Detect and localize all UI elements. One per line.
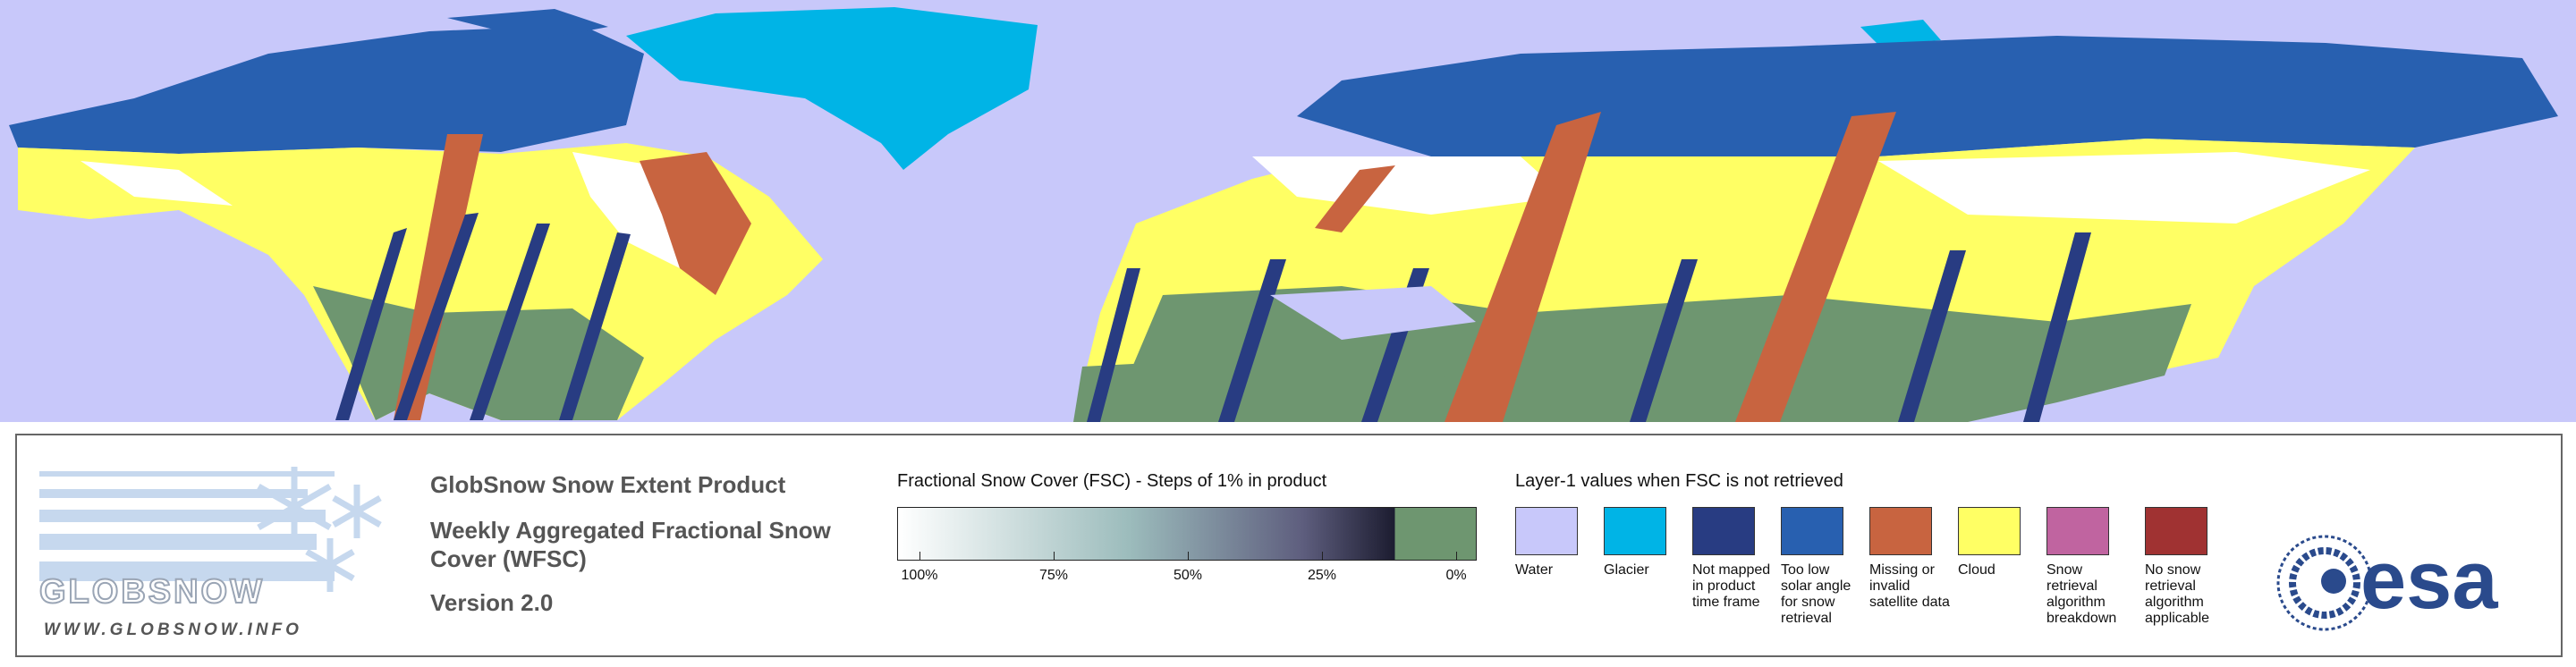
legend-swatch [1869,507,1932,555]
legend-swatch [1781,507,1843,555]
colorbar-tick [1188,552,1189,561]
colorbar-tick-label: 75% [1038,568,1069,583]
legend-label: Snow retrieval algorithm breakdown [2046,562,2117,626]
globsnow-logo: GLOBSNOW WWW.GLOBSNOW.INFO [38,467,382,639]
legend-label: Too low solar angle for snow retrieval [1781,562,1852,626]
logo-url: WWW.GLOBSNOW.INFO [44,621,302,639]
colorbar-tick-label: 0% [1445,568,1467,583]
esa-logo: esa [2276,535,2498,631]
legend-panel: GLOBSNOW WWW.GLOBSNOW.INFO GlobSnow Snow… [15,434,2563,657]
snow-map [0,0,2576,422]
legend-label: No snow retrieval algorithm applicable [2145,562,2210,626]
legend-label: Cloud [1958,562,1996,578]
legend-title: Layer-1 values when FSC is not retrieved [1515,471,1843,491]
colorbar-tick-label: 25% [1307,568,1337,583]
legend-swatch [2145,507,2207,555]
legend-swatch [1958,507,2021,555]
colorbar [897,507,1477,561]
colorbar-tick [1054,552,1055,561]
colorbar-tick [919,552,920,561]
legend-label: Not mapped in product time frame [1692,562,1771,610]
colorbar-tick [1322,552,1323,561]
product-subtitle: Weekly Aggregated Fractional Snow Cover … [430,517,831,572]
legend-swatch [2046,507,2109,555]
product-title: GlobSnow Snow Extent Product [430,471,786,498]
legend-label: Water [1515,562,1554,578]
colorbar-tick-label: 100% [901,568,938,583]
esa-text: esa [2360,535,2498,626]
legend-swatch [1692,507,1755,555]
logo-name: GLOBSNOW [39,573,265,611]
legend-label: Missing or invalid satellite data [1869,562,1950,610]
legend-label: Glacier [1604,562,1649,578]
legend-swatch [1604,507,1666,555]
version: Version 2.0 [430,589,554,616]
colorbar-title: Fractional Snow Cover (FSC) - Steps of 1… [897,471,1327,491]
colorbar-tick [1456,552,1457,561]
colorbar-tick-label: 50% [1173,568,1203,583]
legend-swatch [1515,507,1578,555]
